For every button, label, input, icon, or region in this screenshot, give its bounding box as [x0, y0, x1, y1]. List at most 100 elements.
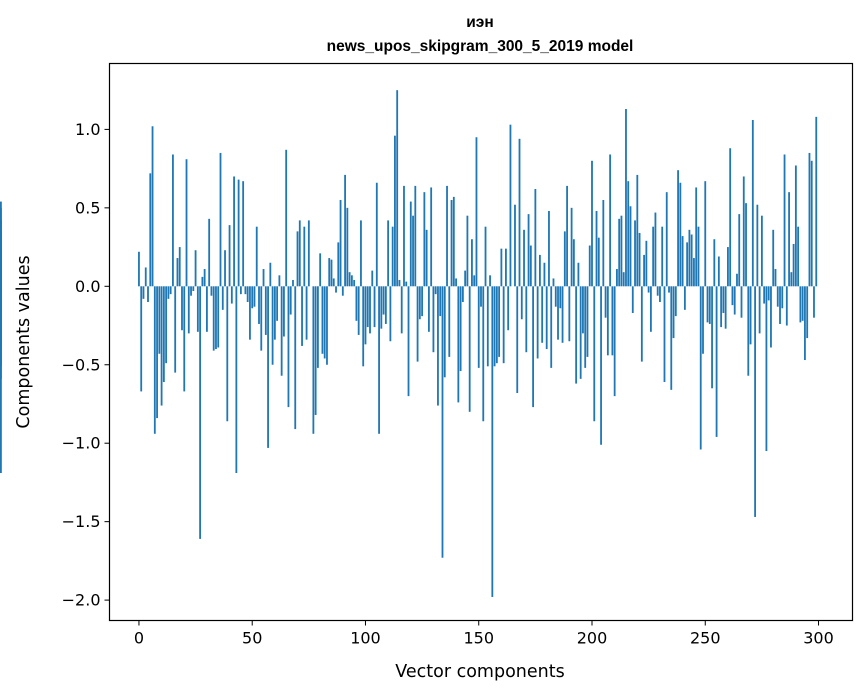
- bar-80: [319, 253, 322, 287]
- bar-258: [722, 286, 725, 313]
- bar-282: [776, 286, 779, 307]
- bar-256: [717, 256, 720, 287]
- bar-63: [280, 286, 283, 376]
- bar-287: [788, 192, 790, 287]
- bar-59: [271, 286, 274, 365]
- bar-49: [249, 286, 251, 340]
- bar-174: [532, 286, 534, 408]
- bar-161: [502, 286, 505, 364]
- bar-38: [224, 250, 226, 287]
- bar-265: [738, 214, 741, 287]
- bar-117: [403, 185, 405, 287]
- bar-263: [733, 286, 736, 315]
- bar-194: [577, 262, 580, 287]
- bar-139: [452, 196, 455, 287]
- bar-69: [294, 286, 297, 430]
- bar-269: [747, 286, 750, 376]
- bar-105: [375, 182, 378, 287]
- bar-143: [461, 286, 464, 302]
- bar-284: [781, 286, 784, 309]
- bar-244: [690, 234, 693, 287]
- bar-120: [409, 201, 412, 287]
- bar-82: [323, 286, 326, 359]
- bar-276: [763, 286, 766, 304]
- bar-280: [772, 229, 775, 287]
- bar-128: [427, 286, 430, 332]
- bar-264: [736, 273, 738, 287]
- bar-198: [586, 286, 589, 357]
- bar-188: [563, 231, 566, 287]
- bar-278: [767, 286, 770, 301]
- bar-64: [283, 286, 285, 337]
- bar-33: [212, 286, 215, 351]
- bar-202: [595, 210, 598, 287]
- bar-136: [446, 185, 448, 287]
- bar-2: [142, 286, 145, 299]
- bar-45: [239, 286, 242, 295]
- bar-53: [258, 286, 260, 324]
- x-tick-label: 0: [134, 629, 144, 648]
- bar-204: [600, 286, 602, 445]
- chart-subtitle: news_upos_skipgram_300_5_2019 model: [327, 38, 634, 55]
- bar-31: [208, 218, 211, 287]
- bar-147: [471, 239, 473, 287]
- bar-series: [0, 90, 818, 597]
- bar-15: [172, 154, 174, 287]
- bar-219: [634, 220, 636, 287]
- bar-22: [187, 286, 190, 334]
- bar-68: [292, 280, 294, 287]
- bar-250: [704, 181, 707, 287]
- bar-176: [536, 286, 539, 359]
- bar-61: [276, 286, 279, 321]
- bar-295: [806, 286, 809, 339]
- bar-187: [561, 286, 564, 343]
- bar-201: [593, 286, 596, 422]
- bar-166: [514, 204, 516, 287]
- bar-212: [618, 218, 621, 287]
- bar-103: [371, 270, 374, 287]
- bar-52: [255, 226, 258, 287]
- x-tick-label: 50: [242, 629, 262, 648]
- bar-47: [244, 286, 247, 295]
- bar-29: [203, 269, 206, 287]
- bar-35: [217, 286, 220, 348]
- bar-94: [350, 275, 353, 287]
- bar-181: [548, 210, 550, 287]
- bar-191: [570, 207, 573, 287]
- bar-175: [534, 189, 537, 287]
- bar-100: [364, 286, 367, 345]
- bar-135: [443, 286, 446, 378]
- y-axis-label: Components values: [14, 255, 34, 428]
- bar-225: [647, 286, 650, 293]
- bar-239: [679, 182, 682, 287]
- bar-60: [273, 286, 276, 340]
- bar-26: [196, 286, 199, 332]
- bar-197: [584, 286, 587, 368]
- bar-193: [575, 286, 578, 384]
- bar-127: [425, 229, 428, 287]
- bar-16: [174, 286, 177, 373]
- bar-81: [321, 286, 324, 354]
- bar-296: [808, 152, 811, 287]
- x-tick-label: 150: [463, 629, 494, 648]
- bar-83: [326, 286, 328, 365]
- bar-185: [557, 286, 559, 340]
- bar-177: [538, 254, 541, 287]
- bar-171: [525, 286, 528, 353]
- bar-138: [450, 200, 453, 287]
- bar-85: [330, 259, 333, 287]
- bar-158: [495, 286, 498, 364]
- bar-211: [616, 269, 618, 287]
- bar-118: [405, 281, 408, 287]
- bar-153: [484, 226, 487, 287]
- bar-299: [815, 116, 818, 287]
- bar-111: [389, 286, 392, 342]
- x-axis-ticks: 0 50 100 150 200 250 300: [134, 620, 834, 648]
- bar-196: [582, 286, 584, 334]
- bar-undefined: [0, 286, 2, 474]
- bar-30: [206, 286, 208, 332]
- bar-238: [677, 170, 679, 287]
- bar-254: [713, 239, 716, 287]
- bar-7: [153, 286, 156, 434]
- bar-14: [169, 286, 172, 295]
